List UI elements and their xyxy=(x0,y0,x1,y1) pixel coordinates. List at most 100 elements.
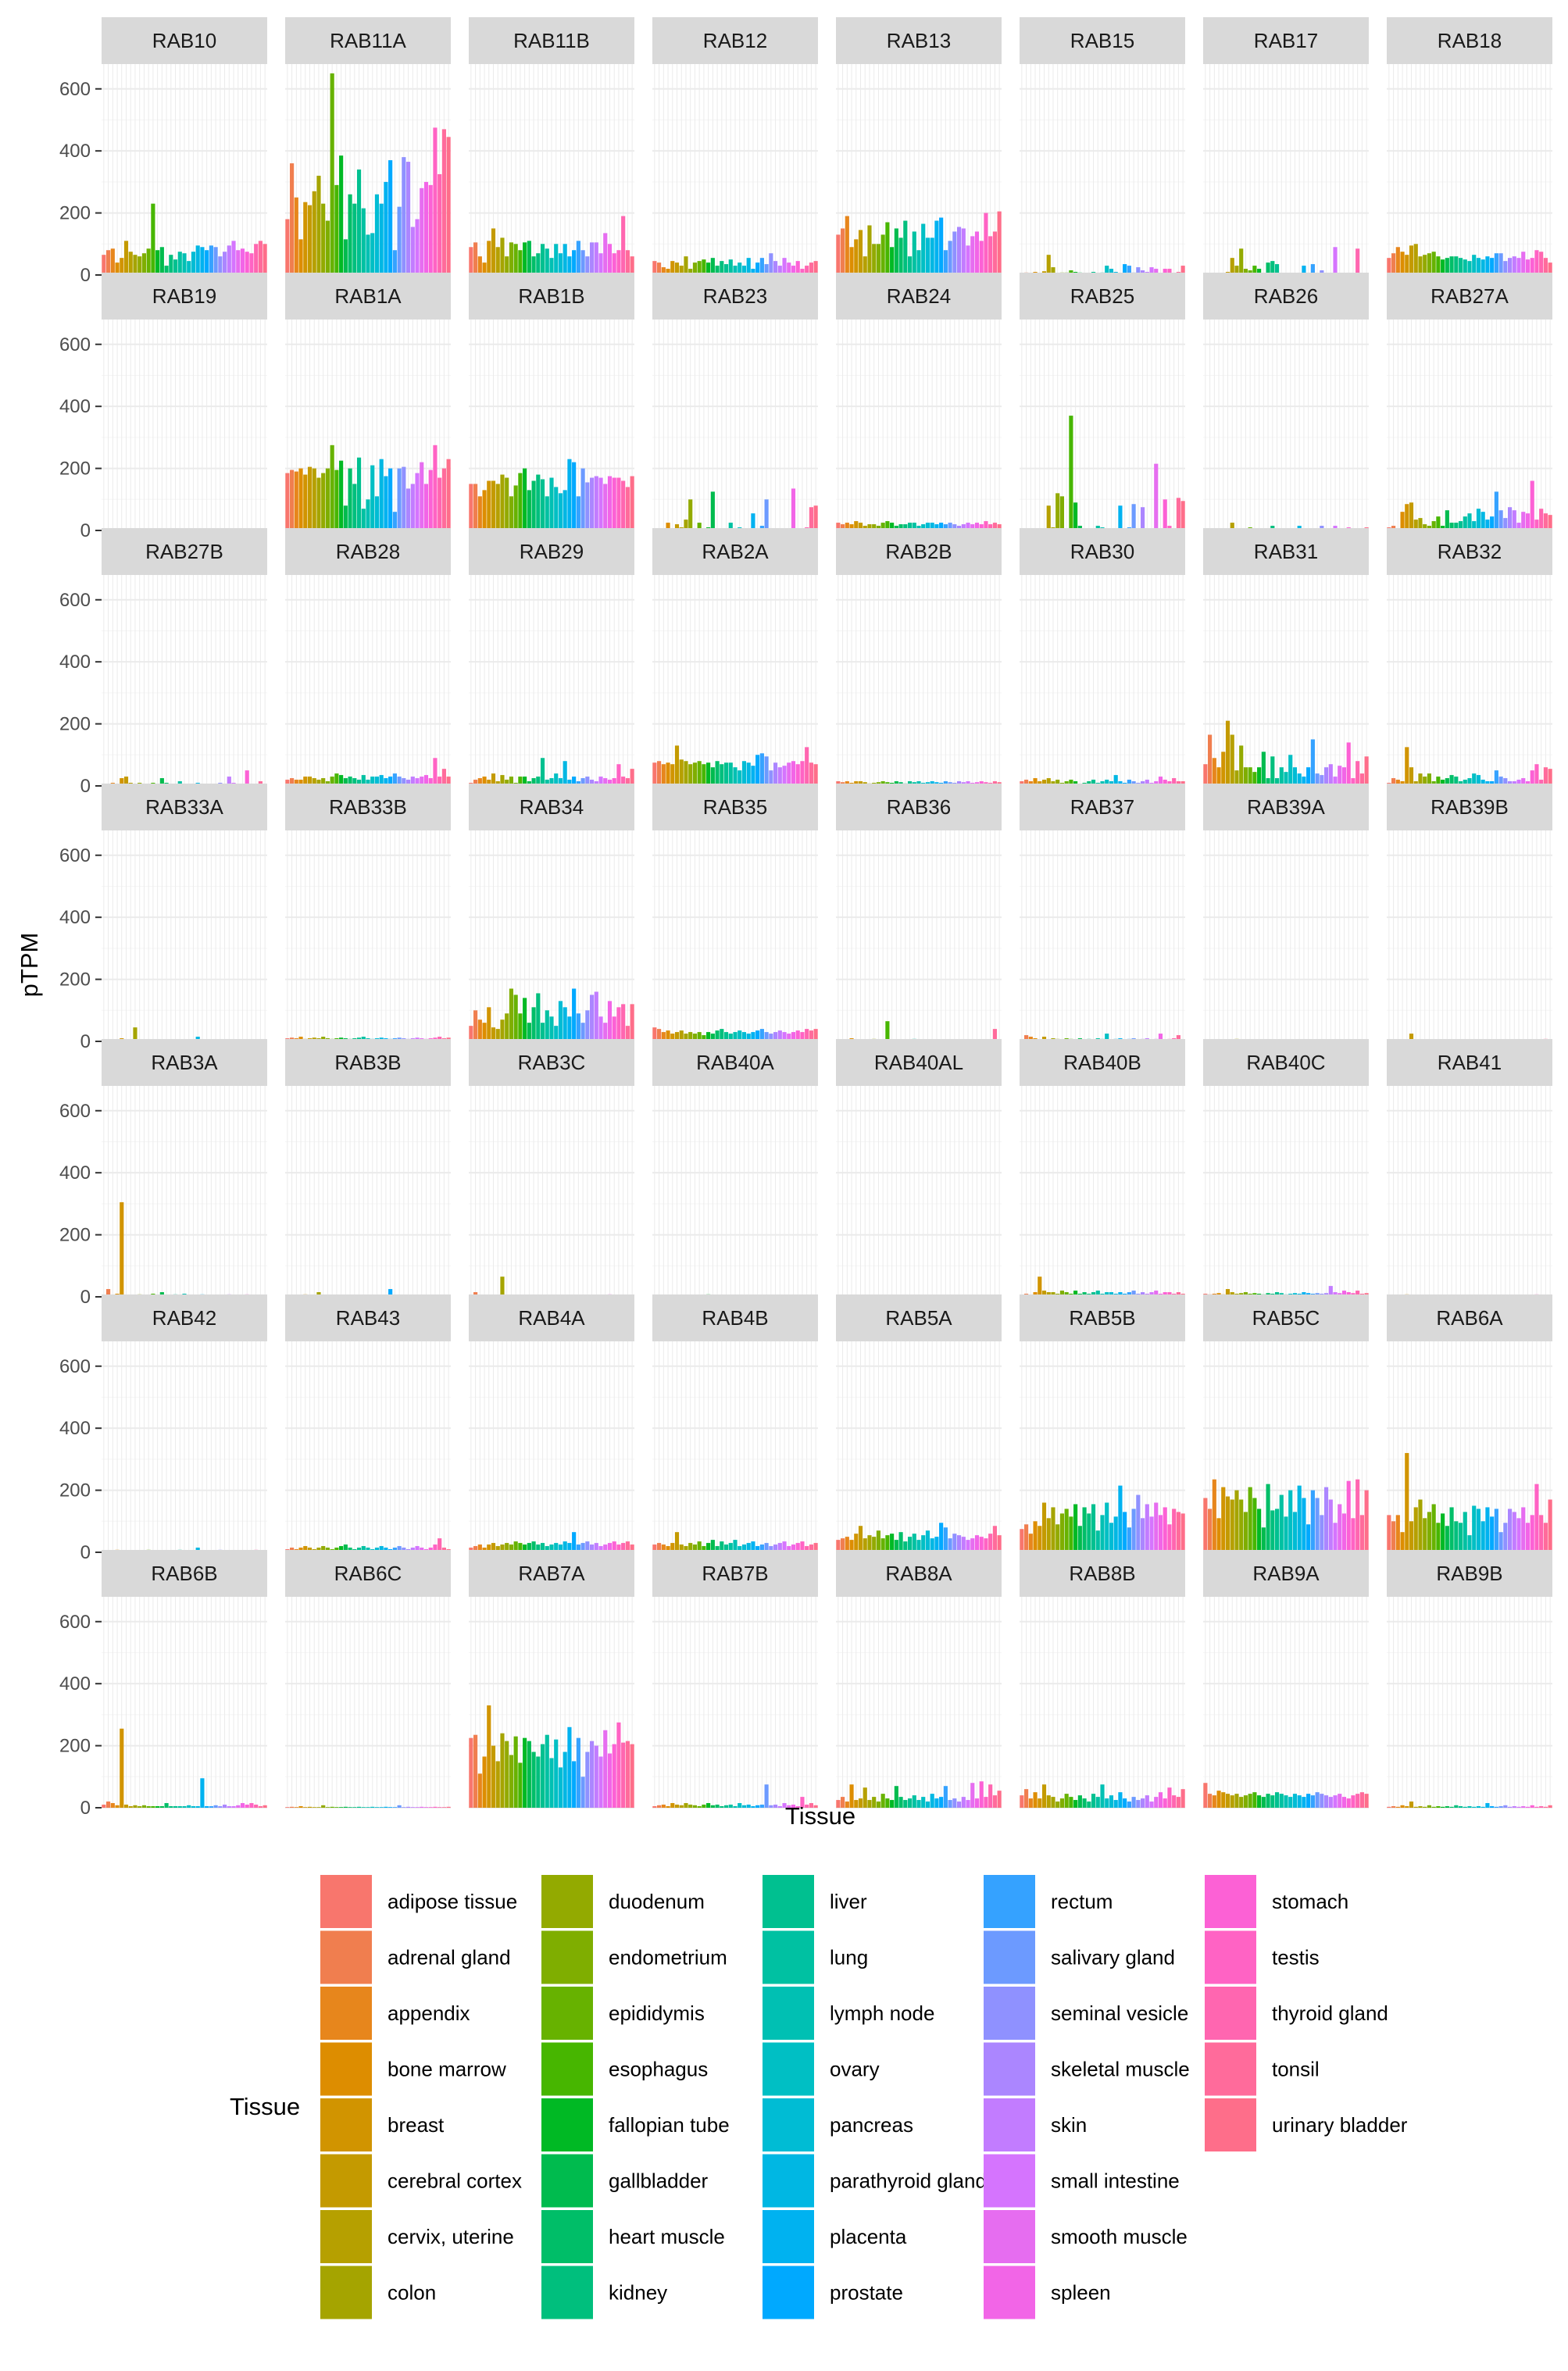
bar xyxy=(728,1034,733,1041)
bar xyxy=(746,258,751,275)
bar xyxy=(1302,1498,1306,1552)
bar xyxy=(930,523,934,530)
bar xyxy=(585,1010,590,1041)
bar xyxy=(992,1526,997,1552)
legend-item: bone marrow xyxy=(320,2042,506,2096)
bar xyxy=(898,1797,903,1808)
bar xyxy=(912,523,916,530)
bar xyxy=(1051,1797,1055,1808)
bar xyxy=(316,477,321,530)
bar xyxy=(723,1032,729,1041)
y-tick-label: 200 xyxy=(59,969,91,991)
bar xyxy=(169,1806,173,1808)
bar xyxy=(1449,1806,1454,1808)
facet-panel: RAB26 xyxy=(1203,273,1369,531)
bar xyxy=(674,745,680,786)
facet-panel: RAB6B xyxy=(102,1550,267,1809)
bar xyxy=(809,1544,813,1552)
bar xyxy=(684,761,688,786)
bar xyxy=(688,269,693,275)
bar xyxy=(312,778,316,786)
bar xyxy=(1413,520,1418,530)
bar xyxy=(1476,258,1481,275)
legend-item: liver xyxy=(763,1875,867,1928)
bar xyxy=(603,1730,608,1808)
bar xyxy=(133,1027,138,1041)
bar xyxy=(961,524,966,530)
bar xyxy=(1051,267,1055,275)
bar xyxy=(809,262,813,275)
facet-label: RAB2B xyxy=(885,540,952,563)
bar xyxy=(1230,258,1234,275)
bar xyxy=(1405,504,1409,530)
bar xyxy=(1512,256,1516,275)
bar xyxy=(352,1807,357,1808)
bar xyxy=(415,1546,420,1552)
bar xyxy=(518,1762,523,1808)
bar xyxy=(876,244,881,275)
bar xyxy=(290,778,295,786)
facet-label: RAB23 xyxy=(703,284,767,308)
bar xyxy=(773,1032,778,1041)
bar xyxy=(527,490,531,530)
bar xyxy=(513,994,518,1041)
bar xyxy=(813,261,818,275)
bar xyxy=(930,1794,934,1808)
bar xyxy=(782,1032,787,1041)
bar xyxy=(182,1806,187,1808)
bar xyxy=(1494,1806,1498,1808)
legend-swatch xyxy=(984,2154,1035,2208)
bar xyxy=(890,247,895,275)
facet-strip xyxy=(1203,784,1369,830)
bar xyxy=(791,761,796,786)
bar xyxy=(1243,1795,1248,1808)
bar xyxy=(1490,1516,1495,1552)
bar xyxy=(1405,747,1409,786)
bar xyxy=(692,1034,698,1041)
bar xyxy=(505,256,509,275)
legend-label: placenta xyxy=(830,2225,907,2248)
bar xyxy=(706,262,711,275)
bar xyxy=(1346,1798,1351,1808)
facet-strip xyxy=(1020,528,1185,575)
facet-label: RAB27B xyxy=(145,540,223,563)
bar xyxy=(1441,1513,1445,1552)
bar xyxy=(845,216,849,275)
bar xyxy=(1315,1792,1320,1808)
bar xyxy=(934,1798,939,1808)
bar xyxy=(956,227,962,275)
bar xyxy=(1248,1794,1252,1808)
bar xyxy=(1118,1792,1123,1808)
bar xyxy=(554,1739,559,1808)
bar xyxy=(894,228,898,275)
bar xyxy=(907,1537,913,1552)
bar xyxy=(164,266,169,275)
bar xyxy=(921,1797,926,1808)
bar xyxy=(585,777,590,786)
bar xyxy=(612,477,616,530)
bar xyxy=(621,777,626,786)
bar xyxy=(563,1541,567,1552)
bar xyxy=(441,468,446,530)
bar xyxy=(621,1742,626,1808)
bar xyxy=(1400,1532,1405,1552)
bar xyxy=(1472,255,1477,275)
bar xyxy=(1033,1792,1038,1808)
bar xyxy=(173,1806,178,1808)
bar xyxy=(836,234,841,275)
bar xyxy=(907,1798,913,1808)
bar xyxy=(343,778,348,786)
bar xyxy=(558,778,563,786)
legend-item: adrenal gland xyxy=(320,1930,511,1984)
facet-panel: RAB11B xyxy=(469,17,634,276)
bar xyxy=(867,524,872,530)
bar xyxy=(554,487,559,530)
facet-strip xyxy=(652,528,818,575)
bar xyxy=(741,1032,747,1041)
bar xyxy=(1163,1507,1167,1552)
y-tick-label: 600 xyxy=(59,845,91,866)
legend-label: bone marrow xyxy=(388,2058,506,2081)
bar xyxy=(1328,764,1333,786)
facet-strip xyxy=(836,1039,1002,1086)
bar xyxy=(549,1016,554,1041)
